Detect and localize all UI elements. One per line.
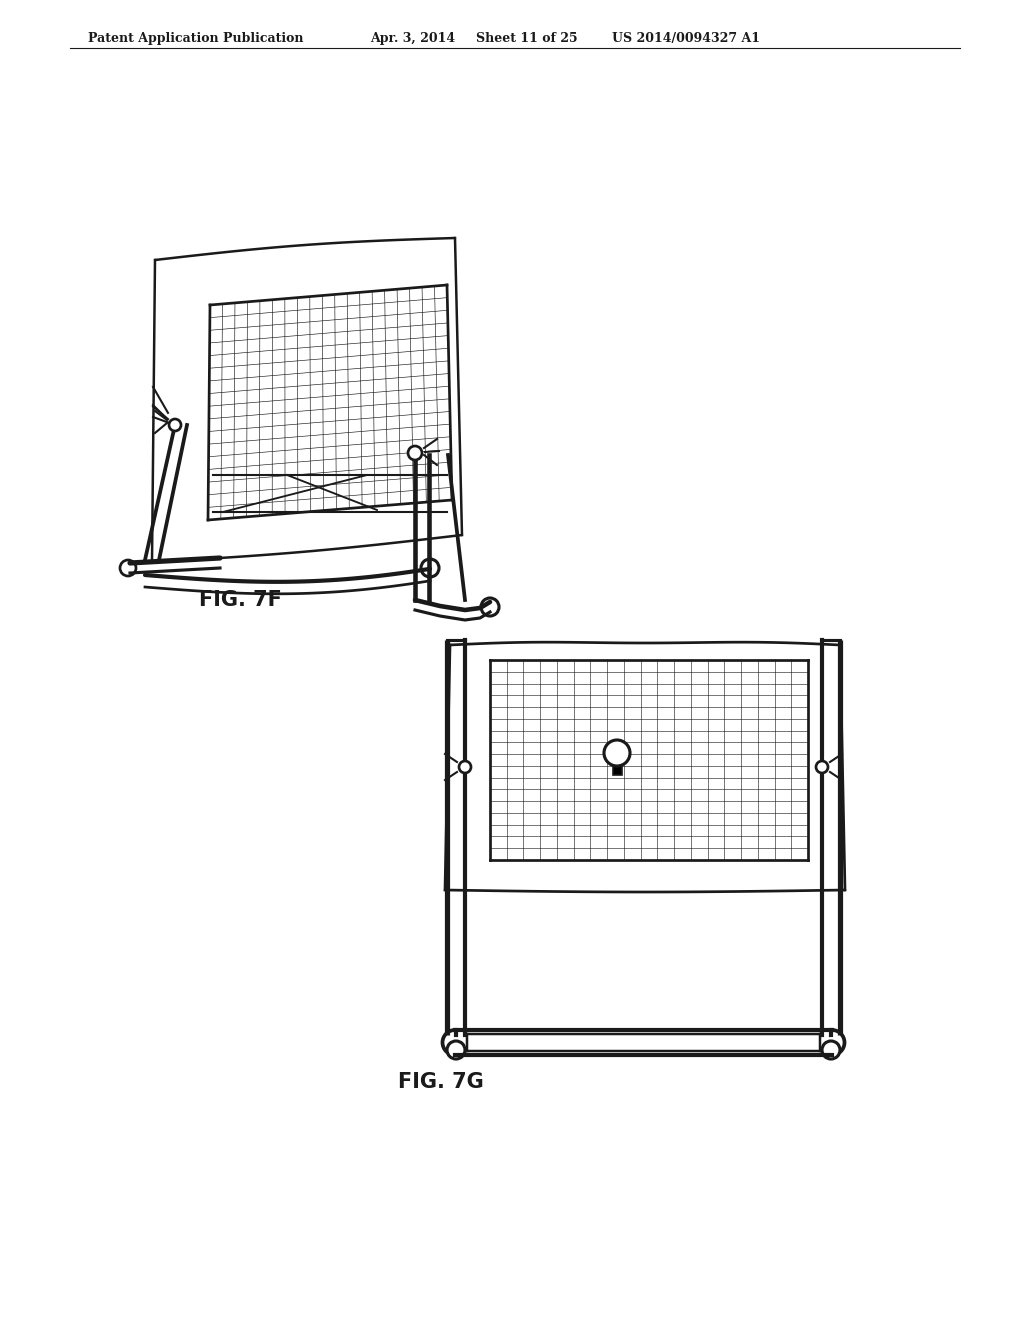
Circle shape	[447, 1041, 465, 1059]
Text: FIG. 7G: FIG. 7G	[398, 1072, 483, 1092]
Text: Apr. 3, 2014: Apr. 3, 2014	[370, 32, 455, 45]
Text: Sheet 11 of 25: Sheet 11 of 25	[476, 32, 578, 45]
Circle shape	[120, 560, 136, 576]
Circle shape	[822, 1041, 840, 1059]
Circle shape	[408, 446, 422, 459]
Text: US 2014/0094327 A1: US 2014/0094327 A1	[612, 32, 760, 45]
Bar	[612, 766, 622, 775]
Circle shape	[604, 741, 630, 766]
Circle shape	[169, 418, 181, 432]
Circle shape	[816, 762, 828, 774]
Text: Patent Application Publication: Patent Application Publication	[88, 32, 303, 45]
Circle shape	[459, 762, 471, 774]
Circle shape	[421, 558, 439, 577]
Text: FIG. 7F: FIG. 7F	[199, 590, 282, 610]
Circle shape	[481, 598, 499, 616]
